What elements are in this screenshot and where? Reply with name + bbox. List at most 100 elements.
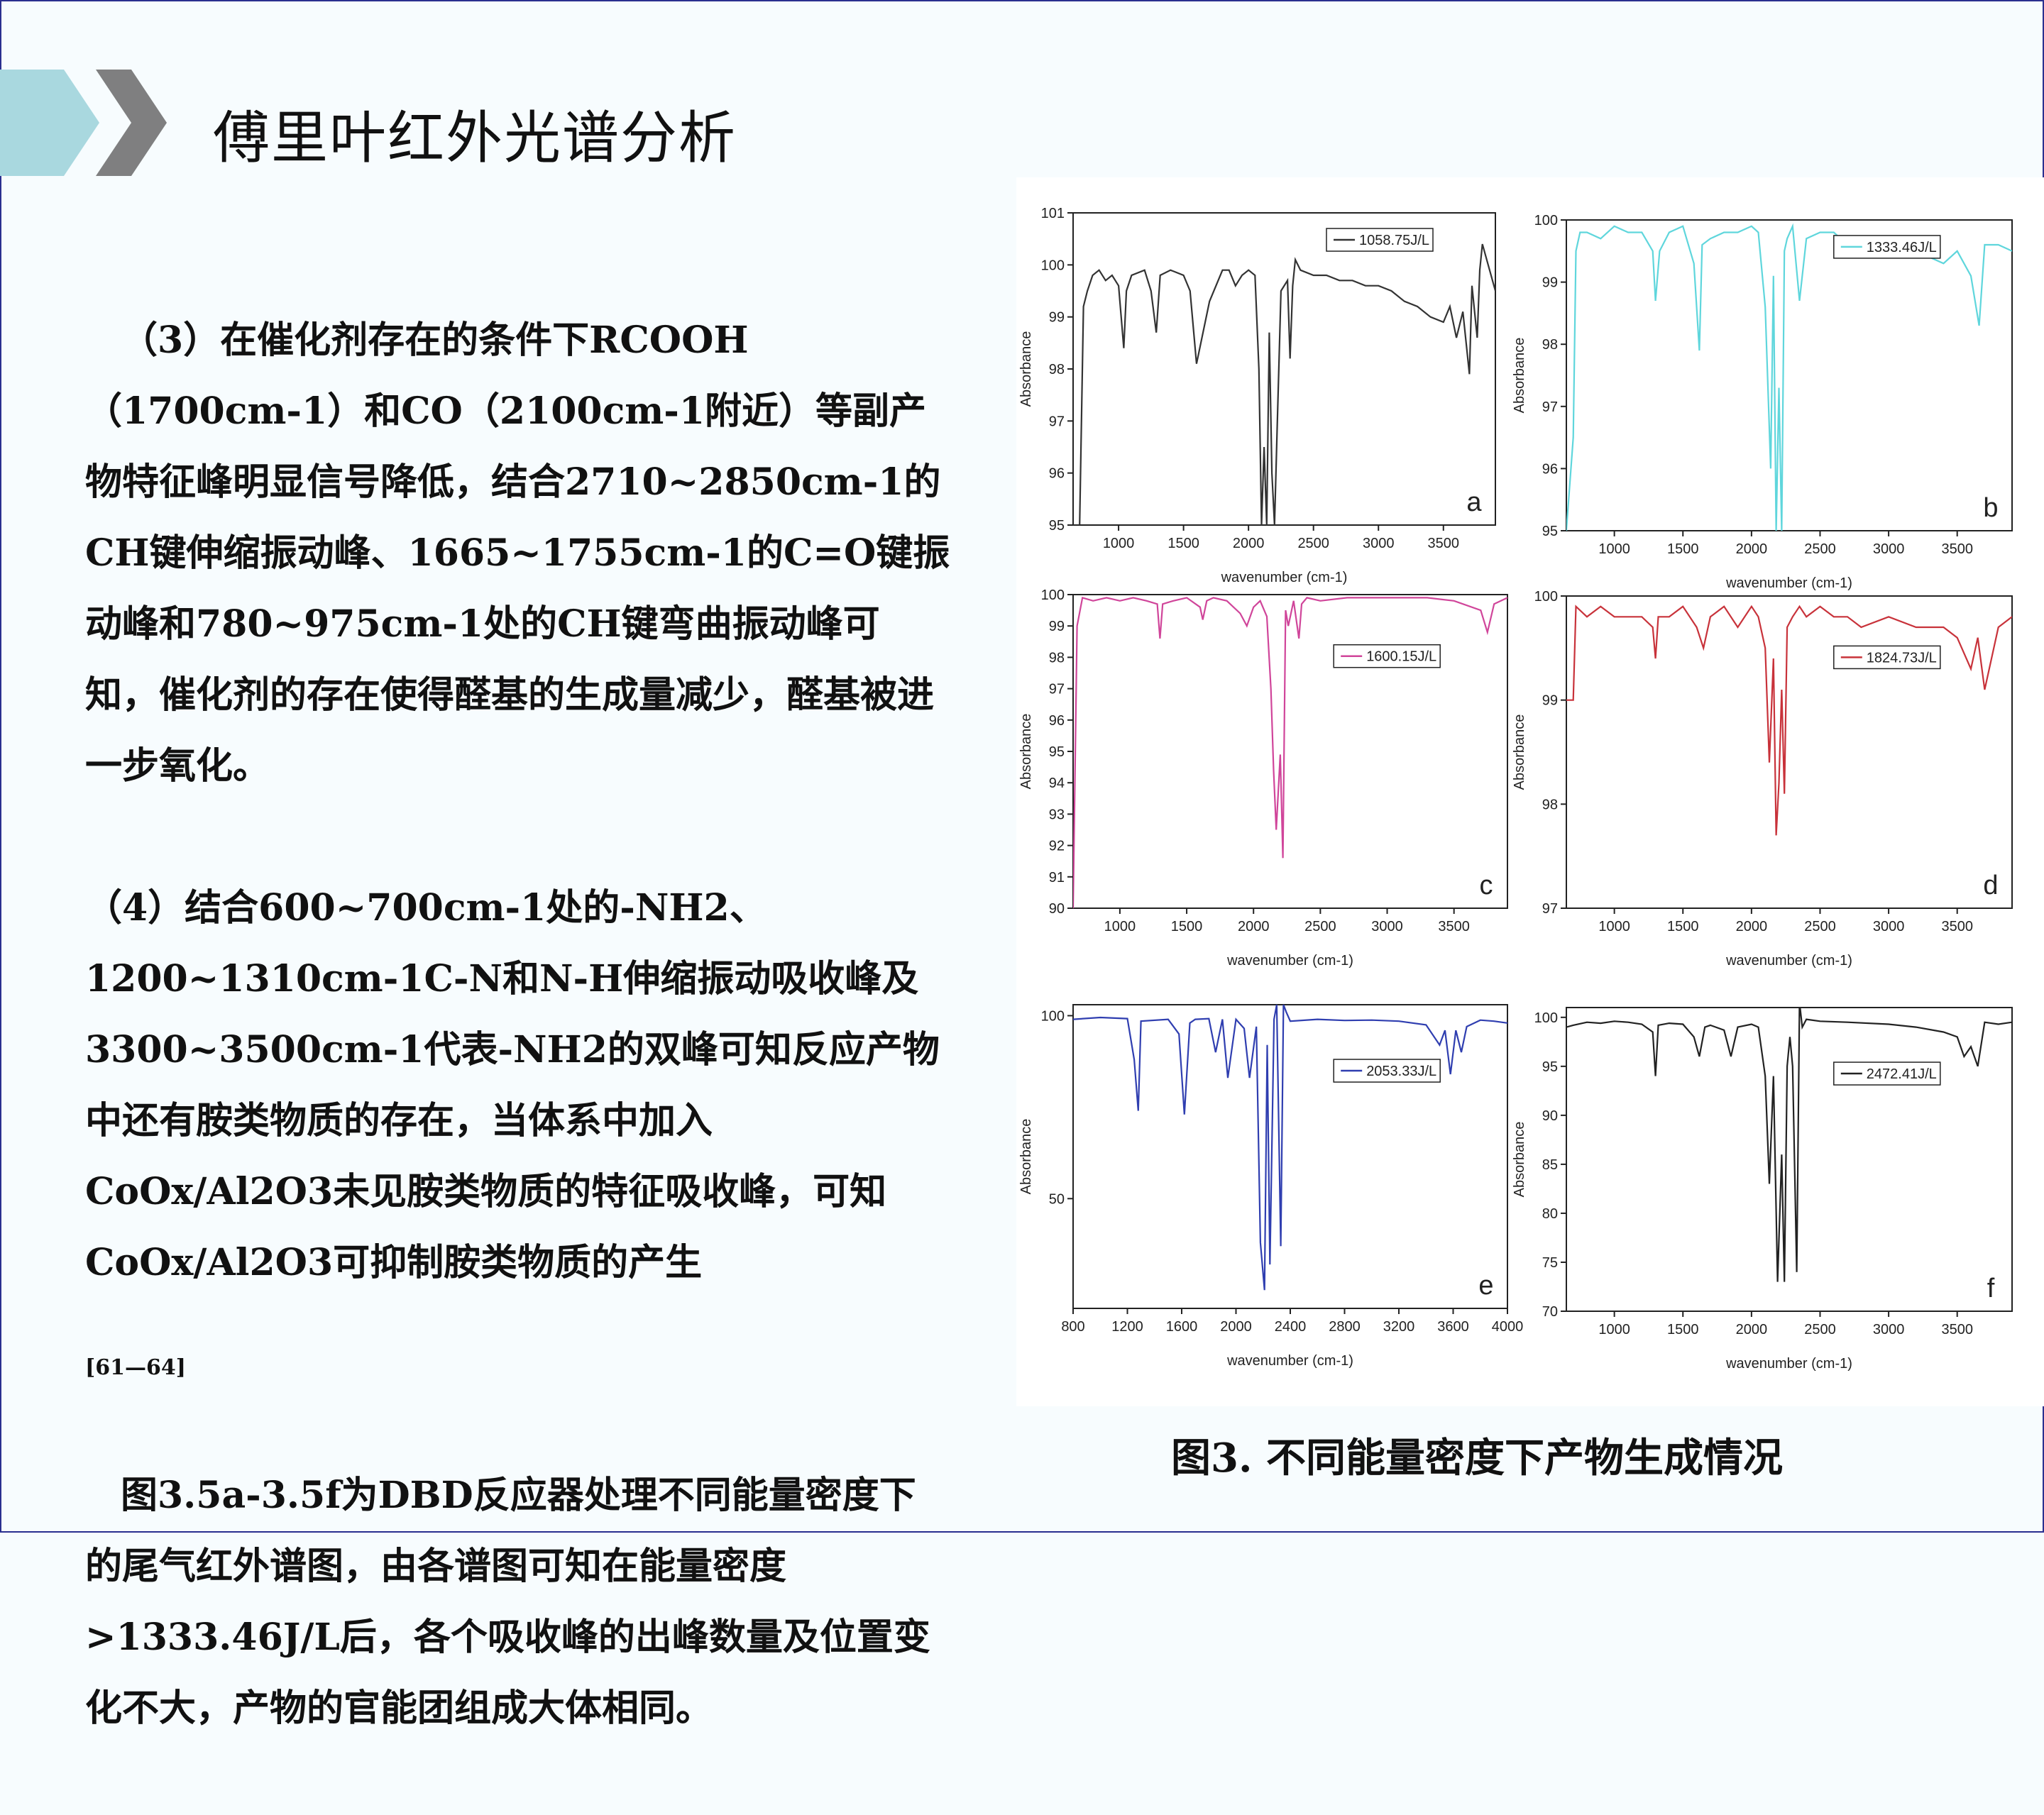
series-line [1566, 223, 2012, 531]
y-tick-label: 94 [1049, 776, 1065, 791]
plot-frame [1566, 1007, 2013, 1312]
x-tick-label: 3500 [1941, 1322, 1973, 1337]
x-axis-label: wavenumber (cm-1) [1725, 953, 1852, 969]
legend: 2053.33J/L [1333, 1059, 1441, 1083]
legend: 1058.75J/L [1326, 228, 1434, 252]
legend: 1333.46J/L [1833, 235, 1941, 259]
y-tick-label: 96 [1049, 466, 1065, 482]
y-axis-label: Absorbance [1512, 715, 1527, 790]
paragraph-figure-desc: 图3.5a-3.5f为DBD反应器处理不同能量密度下的尾气红外谱图，由各谱图可知… [85, 1474, 930, 1730]
x-tick-label: 2000 [1736, 1322, 1768, 1337]
x-tick-label: 3000 [1363, 536, 1395, 551]
plot-frame [1072, 1004, 1508, 1309]
y-tick-label: 80 [1542, 1206, 1558, 1222]
x-tick-label: 2000 [1220, 1319, 1252, 1335]
x-tick-label: 2500 [1804, 1322, 1836, 1337]
y-tick-label: 100 [1534, 213, 1558, 228]
series-line [1073, 597, 1507, 908]
y-tick-label: 90 [1542, 1108, 1558, 1124]
y-tick-label: 100 [1041, 587, 1065, 603]
spectrum-panel-f: 1000 1500 2000 2500 3000 3500 70 75 80 85 90 95 100 w… [1512, 1007, 2013, 1372]
y-tick-label: 96 [1049, 713, 1065, 729]
x-tick-label: 1500 [1667, 1322, 1699, 1337]
x-tick-label: 3200 [1383, 1319, 1415, 1335]
legend-label: 1333.46J/L [1867, 240, 1937, 255]
panel-letter: e [1478, 1271, 1493, 1301]
y-tick-label: 95 [1049, 744, 1065, 760]
y-tick-label: 75 [1542, 1255, 1558, 1271]
paragraph-3: （3）在催化剂存在的条件下RCOOH（1700cm-1）和CO（2100cm-1… [85, 319, 950, 788]
y-tick-label: 85 [1542, 1157, 1558, 1173]
legend: 1600.15J/L [1333, 644, 1441, 668]
y-tick-label: 98 [1542, 337, 1558, 353]
x-tick-label: 4000 [1492, 1319, 1524, 1335]
x-tick-label: 800 [1061, 1319, 1084, 1335]
x-tick-label: 1000 [1598, 541, 1630, 557]
x-axis-label: wavenumber (cm-1) [1221, 570, 1348, 585]
y-tick-label: 70 [1542, 1304, 1558, 1320]
x-axis-label: wavenumber (cm-1) [1226, 953, 1353, 969]
y-tick-label: 99 [1049, 310, 1065, 326]
legend-label: 1600.15J/L [1366, 649, 1436, 665]
y-tick-label: 99 [1049, 619, 1065, 634]
spectrum-panel-b: 1000 1500 2000 2500 3000 3500 95 96 97 98 99 100 wav… [1512, 213, 2013, 591]
x-tick-label: 3500 [1428, 536, 1460, 551]
legend-label: 1058.75J/L [1359, 233, 1429, 248]
body-text: （3）在催化剂存在的条件下RCOOH（1700cm-1）和CO（2100cm-1… [85, 234, 951, 1815]
x-tick-label: 3600 [1437, 1319, 1469, 1335]
x-tick-label: 3500 [1438, 919, 1470, 934]
x-tick-label: 1500 [1167, 536, 1199, 551]
reference-citation: [61—64] [85, 1355, 186, 1380]
legend-label: 2053.33J/L [1366, 1064, 1436, 1079]
y-tick-label: 98 [1049, 650, 1065, 666]
y-tick-label: 97 [1542, 399, 1558, 415]
y-tick-label: 100 [1534, 589, 1558, 605]
legend: 1824.73J/L [1833, 645, 1941, 670]
series-line [1566, 1008, 2012, 1282]
y-tick-label: 100 [1534, 1010, 1558, 1026]
x-tick-label: 1000 [1598, 1322, 1630, 1337]
x-tick-label: 2800 [1329, 1319, 1361, 1335]
y-tick-label: 95 [1542, 1059, 1558, 1075]
y-axis-label: Absorbance [1512, 338, 1527, 414]
y-tick-label: 97 [1049, 682, 1065, 697]
x-axis-label: wavenumber (cm-1) [1725, 1356, 1852, 1372]
panel-letter: b [1983, 493, 1998, 523]
panel-letter: f [1987, 1274, 1995, 1303]
y-tick-label: 100 [1041, 258, 1065, 273]
chevron-arrow-icon [0, 70, 167, 176]
plot-frame [1072, 212, 1496, 526]
y-tick-label: 95 [1542, 524, 1558, 539]
panel-letter: c [1480, 871, 1493, 900]
x-tick-label: 2000 [1736, 541, 1768, 557]
y-axis-label: Absorbance [1018, 1119, 1034, 1195]
y-tick-label: 97 [1049, 414, 1065, 429]
y-axis-label: Absorbance [1018, 331, 1034, 407]
x-tick-label: 1600 [1166, 1319, 1198, 1335]
y-tick-label: 92 [1049, 839, 1065, 854]
x-tick-label: 3000 [1873, 541, 1905, 557]
y-axis-label: Absorbance [1018, 714, 1034, 790]
spectrum-panel-c: 1000 1500 2000 2500 3000 3500 90 91 92 93 94 95 96 97… [1018, 587, 1508, 969]
series-line [1566, 605, 2012, 836]
y-tick-label: 97 [1542, 901, 1558, 917]
x-tick-label: 1000 [1598, 919, 1630, 934]
series-line [1073, 243, 1495, 525]
x-tick-label: 3500 [1941, 541, 1973, 557]
x-tick-label: 2500 [1804, 541, 1836, 557]
x-tick-label: 2000 [1233, 536, 1265, 551]
spectrum-panel-d: 1000 1500 2000 2500 3000 3500 97 98 99 100 wavenum… [1512, 589, 2013, 969]
x-tick-label: 2400 [1275, 1319, 1307, 1335]
x-tick-label: 1500 [1171, 919, 1203, 934]
x-tick-label: 2500 [1804, 919, 1836, 934]
legend-label: 2472.41J/L [1867, 1066, 1937, 1082]
x-tick-label: 2500 [1304, 919, 1336, 934]
x-tick-label: 1500 [1667, 541, 1699, 557]
y-tick-label: 96 [1542, 461, 1558, 477]
y-tick-label: 98 [1542, 797, 1558, 812]
x-tick-label: 3500 [1941, 919, 1973, 934]
y-tick-label: 91 [1049, 870, 1065, 886]
plot-frame [1566, 219, 2013, 531]
ftir-spectra-grid: 1000 1500 2000 2500 3000 3500 95 96 97 98 99 100 101… [1018, 206, 2013, 1372]
x-tick-label: 2000 [1238, 919, 1270, 934]
